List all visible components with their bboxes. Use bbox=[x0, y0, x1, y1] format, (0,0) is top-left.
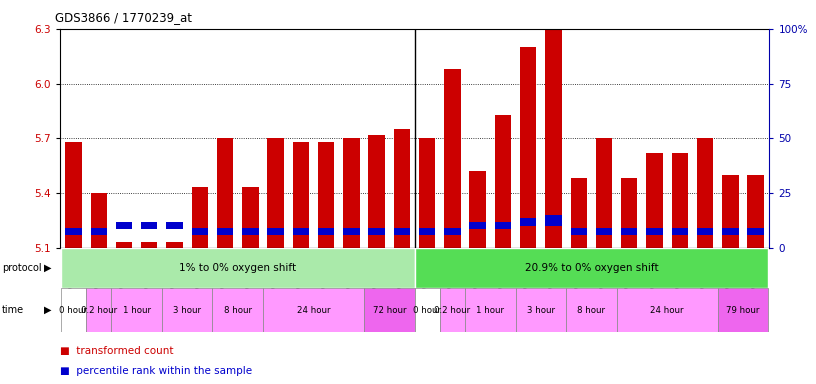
Bar bbox=[242, 187, 259, 248]
Bar bbox=[494, 114, 511, 248]
Bar bbox=[621, 178, 637, 248]
Bar bbox=[747, 175, 764, 248]
Text: 1 hour: 1 hour bbox=[477, 306, 504, 314]
Bar bbox=[192, 187, 208, 248]
Bar bbox=[116, 222, 132, 229]
Bar bbox=[344, 138, 360, 248]
Bar bbox=[570, 178, 587, 248]
Bar bbox=[747, 228, 764, 235]
Text: ▶: ▶ bbox=[44, 305, 51, 315]
Bar bbox=[217, 228, 233, 235]
Bar bbox=[318, 142, 335, 248]
Bar bbox=[419, 138, 436, 248]
Bar bbox=[318, 228, 335, 235]
Bar bbox=[520, 47, 536, 248]
Bar bbox=[596, 228, 612, 235]
Text: GDS3866 / 1770239_at: GDS3866 / 1770239_at bbox=[55, 12, 193, 25]
Text: 0 hour: 0 hour bbox=[413, 306, 441, 314]
Bar bbox=[141, 242, 157, 248]
Text: 0 hour: 0 hour bbox=[60, 306, 87, 314]
Bar bbox=[570, 228, 587, 235]
Bar bbox=[263, 288, 364, 332]
Text: time: time bbox=[2, 305, 24, 315]
Bar bbox=[469, 222, 486, 229]
Text: 1% to 0% oxygen shift: 1% to 0% oxygen shift bbox=[180, 263, 296, 273]
Text: 8 hour: 8 hour bbox=[578, 306, 605, 314]
Text: ■  transformed count: ■ transformed count bbox=[60, 346, 173, 356]
Bar bbox=[520, 218, 536, 226]
Bar bbox=[91, 193, 107, 248]
Bar bbox=[621, 228, 637, 235]
Bar bbox=[617, 288, 718, 332]
Bar bbox=[494, 222, 511, 229]
Bar bbox=[646, 228, 663, 235]
Bar bbox=[166, 222, 183, 229]
Text: protocol: protocol bbox=[2, 263, 42, 273]
Bar bbox=[444, 228, 461, 235]
Bar bbox=[61, 248, 415, 288]
Text: 72 hour: 72 hour bbox=[373, 306, 406, 314]
Bar bbox=[86, 288, 111, 332]
Bar bbox=[364, 288, 415, 332]
Bar bbox=[91, 228, 107, 235]
Text: ■  percentile rank within the sample: ■ percentile rank within the sample bbox=[60, 366, 251, 376]
Bar bbox=[192, 228, 208, 235]
Bar bbox=[566, 288, 617, 332]
Bar bbox=[368, 228, 385, 235]
Text: 3 hour: 3 hour bbox=[527, 306, 555, 314]
Bar bbox=[697, 138, 713, 248]
Bar bbox=[545, 215, 561, 226]
Bar bbox=[415, 248, 768, 288]
Bar bbox=[65, 142, 82, 248]
Bar bbox=[344, 228, 360, 235]
Bar bbox=[212, 288, 263, 332]
Bar bbox=[293, 228, 309, 235]
Bar bbox=[166, 242, 183, 248]
Bar bbox=[545, 29, 561, 248]
Bar bbox=[393, 228, 410, 235]
Bar bbox=[718, 288, 768, 332]
Bar bbox=[217, 138, 233, 248]
Bar bbox=[516, 288, 566, 332]
Bar bbox=[465, 288, 516, 332]
Bar bbox=[393, 129, 410, 248]
Bar bbox=[141, 222, 157, 229]
Bar bbox=[596, 138, 612, 248]
Text: 8 hour: 8 hour bbox=[224, 306, 251, 314]
Bar bbox=[368, 134, 385, 248]
Bar bbox=[440, 288, 465, 332]
Bar bbox=[469, 171, 486, 248]
Bar bbox=[65, 228, 82, 235]
Bar bbox=[111, 288, 162, 332]
Bar bbox=[415, 288, 440, 332]
Bar bbox=[293, 142, 309, 248]
Text: ▶: ▶ bbox=[44, 263, 51, 273]
Text: 1 hour: 1 hour bbox=[122, 306, 151, 314]
Bar bbox=[419, 228, 436, 235]
Text: 0.2 hour: 0.2 hour bbox=[434, 306, 471, 314]
Bar bbox=[722, 175, 738, 248]
Bar bbox=[116, 242, 132, 248]
Bar bbox=[162, 288, 212, 332]
Text: 3 hour: 3 hour bbox=[173, 306, 202, 314]
Bar bbox=[646, 153, 663, 248]
Bar bbox=[61, 288, 86, 332]
Text: 24 hour: 24 hour bbox=[650, 306, 684, 314]
Bar bbox=[672, 153, 688, 248]
Bar bbox=[444, 69, 461, 248]
Text: 0.2 hour: 0.2 hour bbox=[81, 306, 117, 314]
Bar bbox=[268, 138, 284, 248]
Bar bbox=[268, 228, 284, 235]
Bar bbox=[722, 228, 738, 235]
Text: 24 hour: 24 hour bbox=[297, 306, 330, 314]
Bar bbox=[697, 228, 713, 235]
Text: 79 hour: 79 hour bbox=[726, 306, 760, 314]
Text: 20.9% to 0% oxygen shift: 20.9% to 0% oxygen shift bbox=[525, 263, 659, 273]
Bar bbox=[672, 228, 688, 235]
Bar bbox=[242, 228, 259, 235]
